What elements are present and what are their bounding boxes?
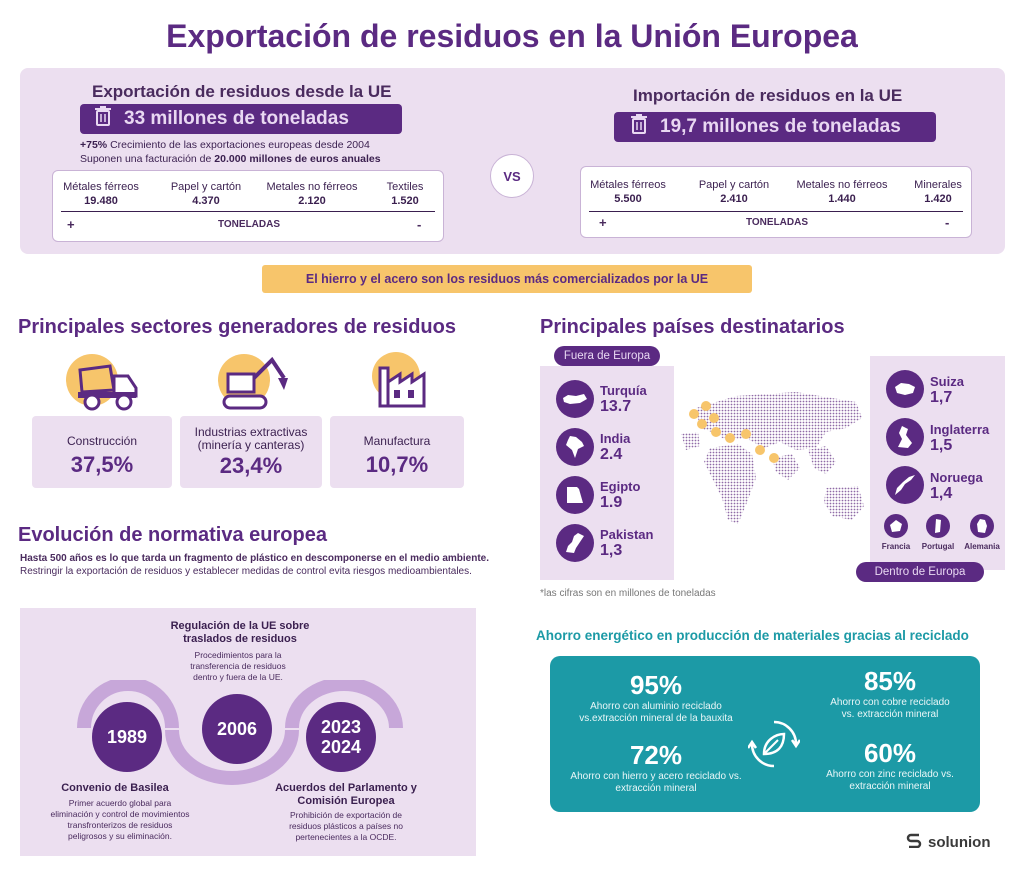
norway-icon [886, 466, 924, 504]
ahorro-zinc: 60% Ahorro con zinc reciclado vs. extracc… [826, 738, 954, 792]
normativa-intro: Hasta 500 años es lo que tarda un fragme… [20, 553, 490, 577]
label-alemania: Alemania [964, 542, 1000, 551]
ahorro-hierro: 72% Ahorro con hierro y acero reciclado v… [570, 740, 742, 794]
countries-heading: Principales países destinatarios [540, 316, 845, 338]
export-amount-pill: 33 millones de toneladas [80, 104, 402, 134]
brand-logo: solunion [906, 832, 991, 853]
country-pakistan: Pakistan 1,3 [600, 527, 654, 559]
event-1989-desc: Primer acuerdo global para eliminación y… [50, 798, 190, 841]
inside-label: Dentro de Europa [856, 562, 984, 582]
export-breakdown: Métales férreos 19.480 Papel y cartón 4.37… [52, 170, 444, 242]
england-icon [886, 418, 924, 456]
event-2023-desc: Prohibición de exportación de residuos p… [289, 810, 403, 842]
import-breakdown: Métales férreos 5.500 Papel y cartón 2.410… [580, 166, 972, 238]
ahorro-panel [550, 656, 980, 812]
truck-icon [66, 352, 140, 414]
outside-label: Fuera de Europa [554, 346, 660, 366]
switzerland-icon [886, 370, 924, 408]
excavator-icon [214, 352, 292, 414]
country-suiza: Suiza 1,7 [930, 374, 964, 406]
france-icon [884, 514, 908, 538]
year-1989: 1989 [92, 702, 162, 772]
ahorro-aluminio: 95% Ahorro con aluminio reciclado vs.extr… [579, 670, 733, 724]
export-growth: +75% Crecimiento de las exportaciones eu… [80, 139, 370, 151]
sectors-heading: Principales sectores generadores de resi… [18, 316, 456, 338]
egypt-icon [556, 476, 594, 514]
ahorro-cobre: 85% Ahorro con cobre reciclado vs. extrac… [830, 666, 950, 720]
turkey-icon [556, 380, 594, 418]
trash-icon [94, 106, 112, 132]
trash-icon [630, 114, 648, 140]
country-turquia: Turquía 13.7 [600, 383, 647, 415]
sector-card-construccion: Construcción 37,5% [32, 416, 172, 488]
year-2006: 2006 [202, 694, 272, 764]
portugal-icon [926, 514, 950, 538]
india-icon [556, 428, 594, 466]
country-noruega: Noruega 1,4 [930, 470, 983, 502]
vs-badge: VS [490, 154, 534, 198]
countries-note: *las cifras son en millones de toneladas [540, 588, 716, 599]
export-revenue: Suponen una facturación de 20.000 millon… [80, 153, 381, 165]
import-amount-pill: 19,7 millones de toneladas [614, 112, 936, 142]
recycle-leaf-icon [746, 718, 802, 770]
world-map [676, 388, 870, 538]
timeline-wave [66, 677, 416, 790]
country-egipto: Egipto 1.9 [600, 479, 641, 511]
factory-icon [372, 350, 430, 412]
event-1989-title: Convenio de Basilea [61, 782, 169, 794]
year-2023-2024: 2023 2024 [306, 702, 376, 772]
event-2006-desc: Procedimientos para la transferencia de … [190, 650, 286, 682]
country-india: India 2.4 [600, 431, 631, 463]
label-portugal: Portugal [921, 542, 955, 551]
sector-card-extractivas: Industrias extractivas (minería y canter… [180, 416, 322, 488]
normativa-heading: Evolución de normativa europea [18, 524, 327, 546]
ahorro-heading: Ahorro energético en producción de mater… [536, 628, 969, 643]
export-heading: Exportación de residuos desde la UE [92, 82, 392, 101]
pakistan-icon [556, 524, 594, 562]
event-2023-title: Acuerdos del Parlamento y Comisión Europ… [275, 782, 417, 807]
import-amount: 19,7 millones de toneladas [660, 116, 901, 137]
germany-icon [970, 514, 994, 538]
event-2006-title: Regulación de la UE sobre traslados de r… [170, 620, 310, 645]
highlight-banner: El hierro y el acero son los residuos má… [262, 265, 752, 293]
country-inglaterra: Inglaterra 1,5 [930, 422, 990, 454]
export-amount: 33 millones de toneladas [124, 108, 349, 129]
sector-card-manufactura: Manufactura 10,7% [330, 416, 464, 488]
solunion-logo-icon [906, 832, 922, 853]
label-francia: Francia [881, 542, 911, 551]
page-title: Exportación de residuos en la Unión Euro… [166, 18, 858, 54]
import-heading: Importación de residuos en la UE [633, 86, 903, 105]
